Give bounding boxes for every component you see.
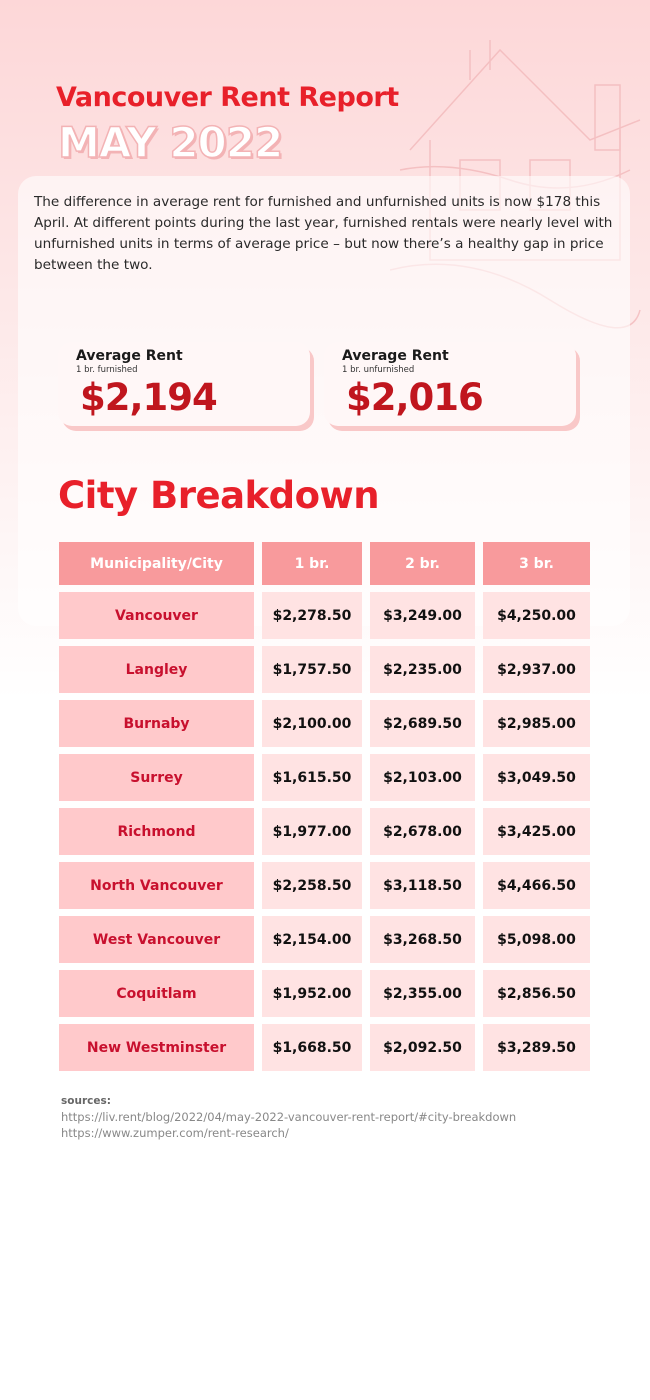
city-name: Surrey	[59, 754, 254, 801]
rent-value: $1,977.00	[262, 808, 362, 855]
rent-value: $3,049.50	[483, 754, 590, 801]
city-name: New Westminster	[59, 1024, 254, 1071]
column-header: 3 br.	[483, 542, 590, 585]
column-header: 1 br.	[262, 542, 362, 585]
rent-value: $2,278.50	[262, 592, 362, 639]
card-sublabel: 1 br. furnished	[76, 365, 138, 375]
intro-text: The difference in average rent for furni…	[34, 194, 613, 273]
city-name: Coquitlam	[59, 970, 254, 1017]
city-name: North Vancouver	[59, 862, 254, 909]
title: Vancouver Rent Report	[56, 82, 399, 113]
rent-value: $4,466.50	[483, 862, 590, 909]
rent-value: $2,235.00	[370, 646, 475, 693]
rent-value: $2,258.50	[262, 862, 362, 909]
card-value: $2,016	[346, 376, 484, 419]
source-link[interactable]: https://liv.rent/blog/2022/04/may-2022-v…	[61, 1110, 517, 1124]
rent-value: $2,856.50	[483, 970, 590, 1017]
rent-value: $2,985.00	[483, 700, 590, 747]
section-title: City Breakdown	[58, 474, 380, 517]
stat-card: Average Rent 1 br. furnished $2,194	[58, 342, 310, 426]
card-label: Average Rent	[342, 348, 449, 364]
rent-value: $2,092.50	[370, 1024, 475, 1071]
rent-value: $3,268.50	[370, 916, 475, 963]
rent-value: $1,952.00	[262, 970, 362, 1017]
rent-value: $4,250.00	[483, 592, 590, 639]
rent-value: $2,678.00	[370, 808, 475, 855]
source-link[interactable]: https://www.zumper.com/rent-research/	[61, 1126, 289, 1140]
city-name: Burnaby	[59, 700, 254, 747]
card-sublabel: 1 br. unfurnished	[342, 365, 415, 375]
rent-value: $3,118.50	[370, 862, 475, 909]
rent-value: $2,689.50	[370, 700, 475, 747]
subtitle: MAY 2022	[57, 117, 284, 168]
sources-label: sources:	[61, 1095, 111, 1107]
city-name: Langley	[59, 646, 254, 693]
rent-value: $5,098.00	[483, 916, 590, 963]
rent-value: $3,249.00	[370, 592, 475, 639]
rent-value: $2,100.00	[262, 700, 362, 747]
card-label: Average Rent	[76, 348, 183, 364]
city-name: Richmond	[59, 808, 254, 855]
column-header: Municipality/City	[59, 542, 254, 585]
rent-value: $1,615.50	[262, 754, 362, 801]
rent-value: $2,355.00	[370, 970, 475, 1017]
column-header: 2 br.	[370, 542, 475, 585]
rent-value: $3,289.50	[483, 1024, 590, 1071]
card-value: $2,194	[80, 376, 218, 419]
rent-value: $3,425.00	[483, 808, 590, 855]
city-name: Vancouver	[59, 592, 254, 639]
stat-card: Average Rent 1 br. unfurnished $2,016	[324, 342, 576, 426]
rent-value: $1,668.50	[262, 1024, 362, 1071]
rent-value: $2,937.00	[483, 646, 590, 693]
city-name: West Vancouver	[59, 916, 254, 963]
rent-value: $2,103.00	[370, 754, 475, 801]
rent-value: $1,757.50	[262, 646, 362, 693]
rent-value: $2,154.00	[262, 916, 362, 963]
